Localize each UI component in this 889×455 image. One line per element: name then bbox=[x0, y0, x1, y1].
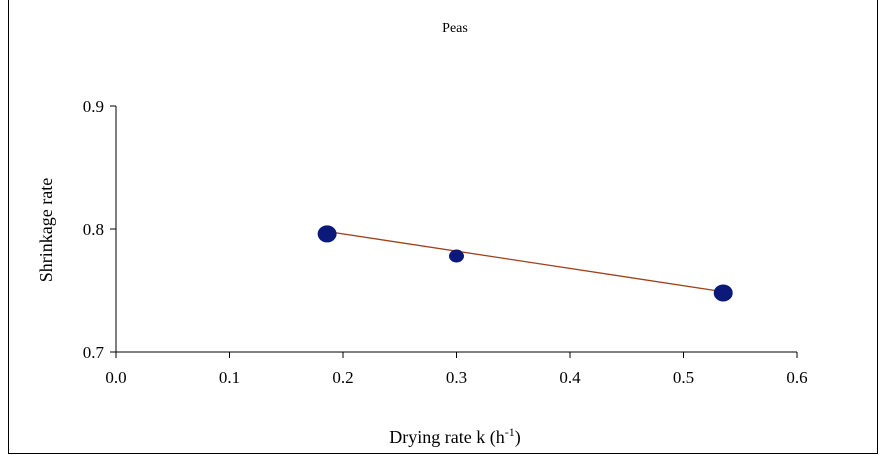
x-axis-label: Drying rate k (h-1) bbox=[389, 425, 520, 448]
y-tick-label: 0.9 bbox=[83, 97, 104, 116]
x-tick-label: 0.0 bbox=[105, 368, 126, 387]
x-tick-label: 0.2 bbox=[332, 368, 353, 387]
x-axis-label-close: ) bbox=[515, 427, 521, 448]
chart-title: Peas bbox=[442, 21, 468, 36]
plot-area: 0.0 0.1 0.2 0.3 0.4 0.5 0.6 0.7 0.8 0.9 bbox=[83, 97, 808, 387]
x-axis-label-superscript: -1 bbox=[505, 425, 515, 439]
trendline bbox=[327, 230, 724, 293]
data-point bbox=[317, 225, 337, 243]
x-tick-label: 0.6 bbox=[786, 368, 807, 387]
x-tick-label: 0.1 bbox=[219, 368, 240, 387]
y-tick-label: 0.8 bbox=[83, 220, 104, 239]
chart-frame bbox=[8, 0, 878, 454]
x-tick-label: 0.5 bbox=[673, 368, 694, 387]
data-point bbox=[713, 284, 733, 302]
x-axis-label-main: Drying rate k (h bbox=[389, 427, 504, 448]
data-point bbox=[449, 249, 464, 263]
y-tick-label: 0.7 bbox=[83, 343, 105, 362]
x-tick-label: 0.4 bbox=[559, 368, 581, 387]
x-tick-label: 0.3 bbox=[446, 368, 467, 387]
y-axis-label: Shrinkage rate bbox=[36, 178, 56, 282]
